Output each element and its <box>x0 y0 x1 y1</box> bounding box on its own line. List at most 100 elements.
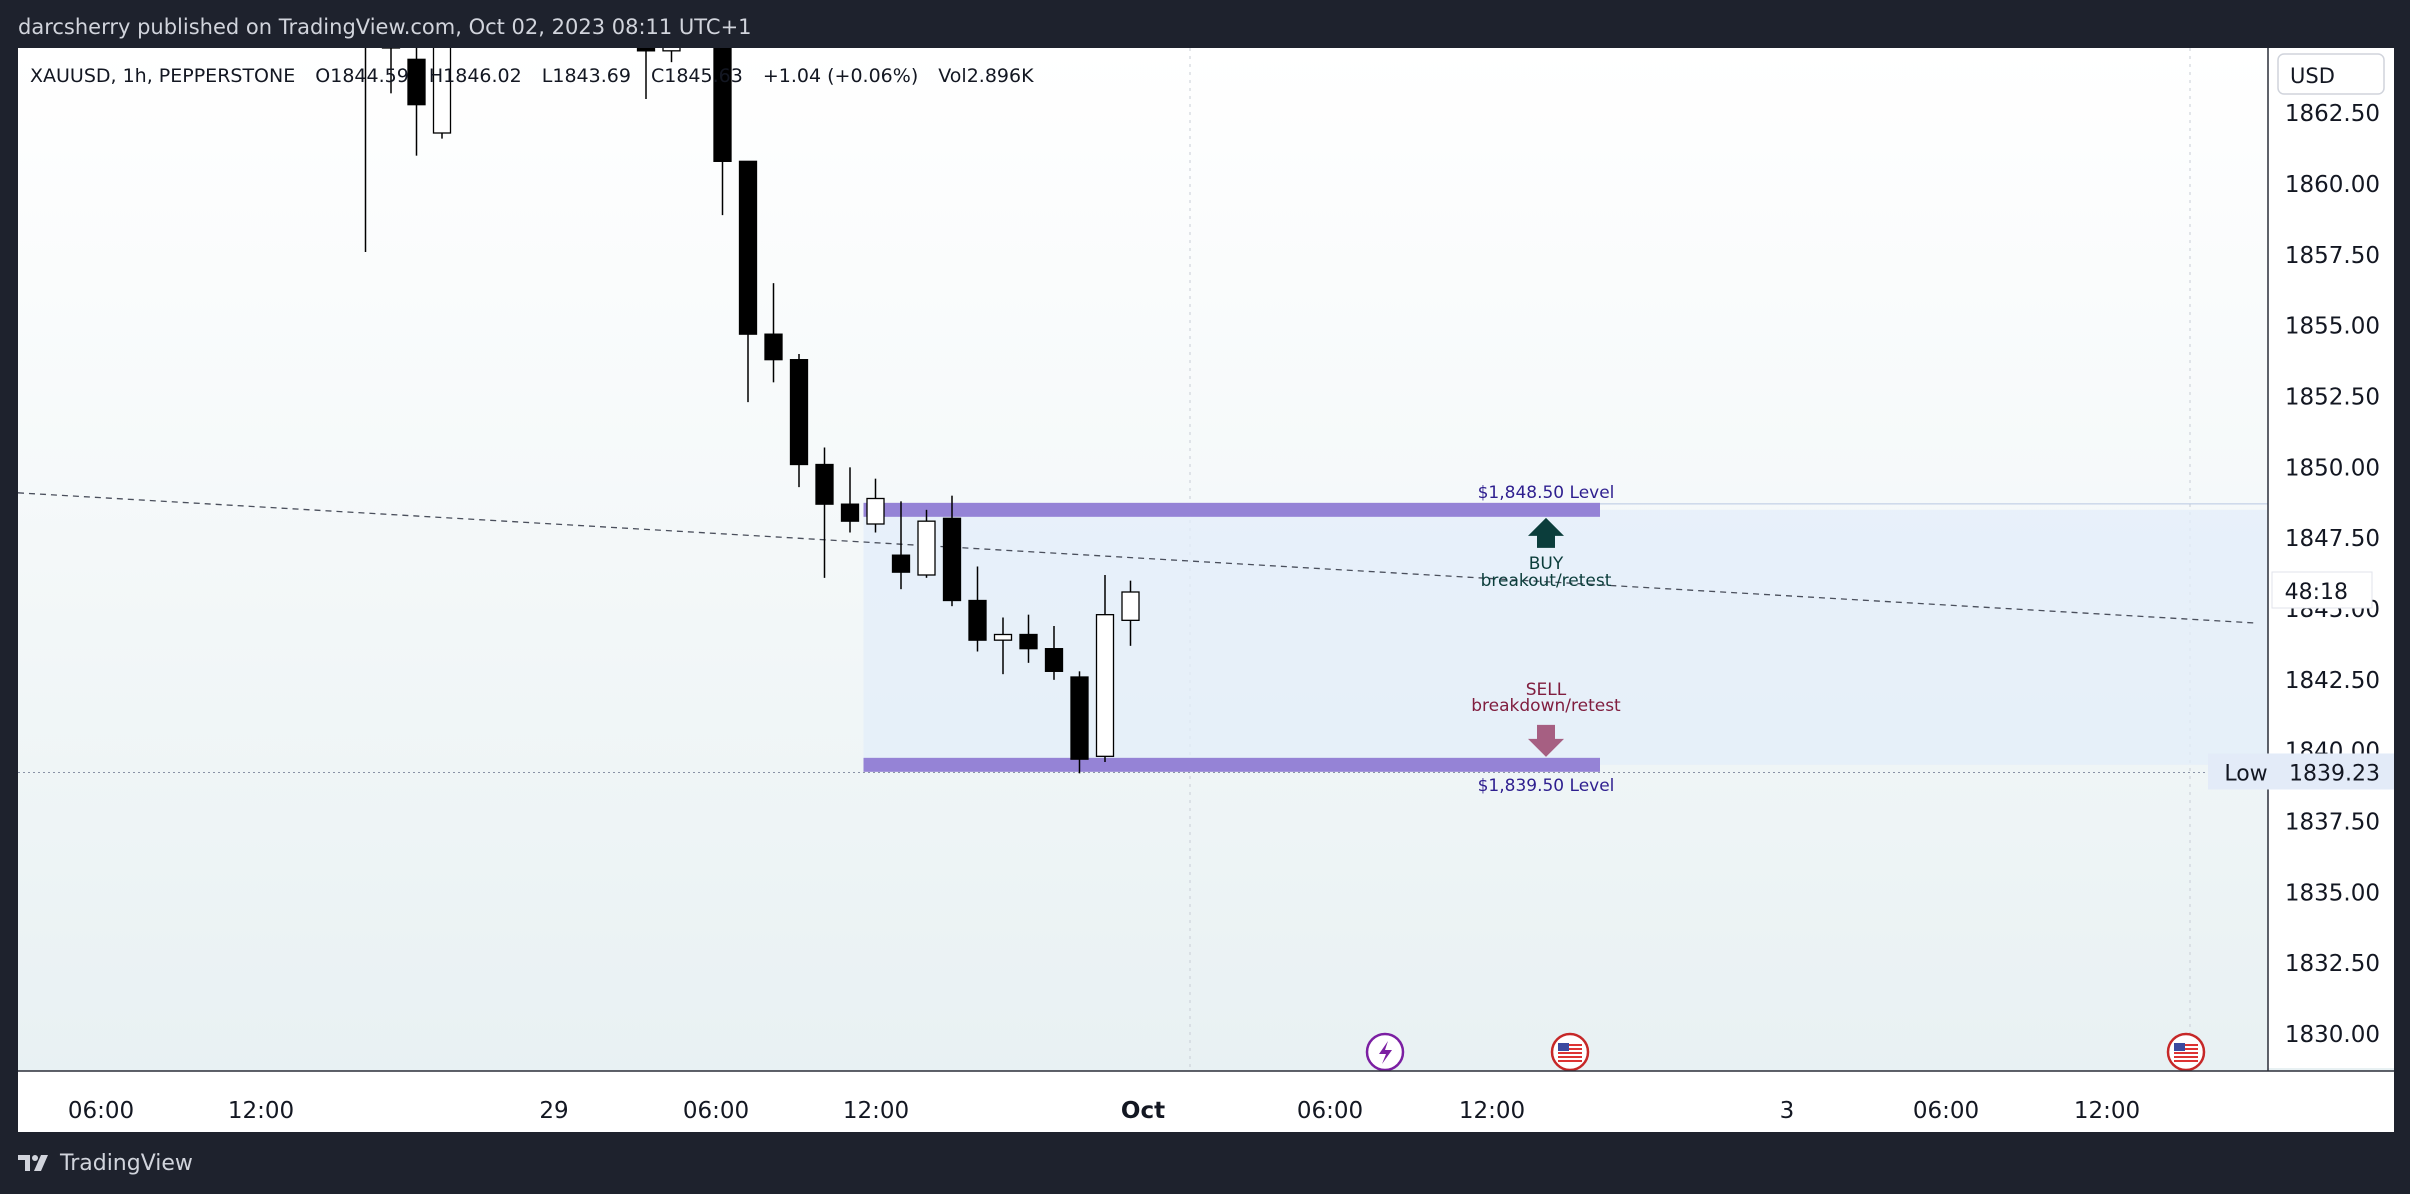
us-flag-event-icon-stripe <box>1558 1052 1582 1054</box>
y-tick-label: 1857.50 <box>2285 243 2380 269</box>
x-tick-label: Oct <box>1121 1098 1165 1124</box>
price-axis-bg <box>2268 48 2394 1068</box>
x-tick-label: 29 <box>539 1098 568 1124</box>
candle <box>407 48 426 156</box>
candle <box>968 566 987 652</box>
us-flag-event-icon-stripe <box>2174 1056 2198 1058</box>
legend-high: H1846.02 <box>429 65 522 87</box>
sell-sublabel: breakdown/retest <box>1471 696 1621 716</box>
candle <box>891 501 911 590</box>
legend-symbol: XAUUSD, 1h, PEPPERSTONE <box>30 65 295 87</box>
candle <box>840 467 860 533</box>
candle <box>662 48 681 63</box>
countdown-label: 48:18 <box>2285 580 2348 605</box>
y-tick-label: 1852.50 <box>2285 385 2380 411</box>
candle-body <box>713 48 732 162</box>
legend-change: +1.04 (+0.06%) <box>763 65 918 87</box>
us-flag-event-icon-stripe <box>1558 1048 1582 1050</box>
candle-body <box>764 333 783 361</box>
candle-body <box>815 463 834 505</box>
y-tick-label: 1850.00 <box>2285 455 2380 481</box>
legend-low: L1843.69 <box>542 65 631 87</box>
resistance-band <box>863 502 1600 517</box>
countdown-box <box>2271 571 2373 609</box>
x-tick-label: 12:00 <box>2074 1098 2140 1124</box>
x-tick-label: 06:00 <box>68 1098 134 1124</box>
x-tick-label: 12:00 <box>228 1098 294 1124</box>
sell-label: SELL <box>1526 680 1567 700</box>
candle <box>1121 580 1140 646</box>
grid <box>1189 48 2191 1068</box>
us-flag-event-icon-canton <box>2174 1043 2185 1051</box>
candle-body <box>942 517 962 602</box>
us-flag-event-icon-stripe <box>2174 1044 2198 1046</box>
x-tick-label: 3 <box>1780 1098 1795 1124</box>
candle <box>1044 626 1064 680</box>
candle-body <box>432 48 452 134</box>
candle-body <box>1121 591 1140 621</box>
us-flag-event-icon-canton <box>1558 1043 1569 1051</box>
candle <box>432 48 452 139</box>
low-price-title: Low <box>2224 761 2267 786</box>
candle <box>789 354 809 488</box>
candle-body <box>738 160 758 335</box>
us-flag-event-icon-stripe <box>1558 1044 1582 1046</box>
us-flag-event-icon-stripe <box>2174 1052 2198 1054</box>
publisher-header: darcsherry published on TradingView.com,… <box>0 0 2410 48</box>
legend-open: O1844.59 <box>315 65 409 87</box>
us-flag-event-icon-stripe <box>1558 1056 1582 1058</box>
support-band <box>863 757 1600 772</box>
y-tick-label: 1835.00 <box>2285 880 2380 906</box>
tradingview-logo-text: TradingView <box>60 1150 193 1176</box>
y-tick-label: 1832.50 <box>2285 951 2380 977</box>
candlestick-chart[interactable]: $1,848.50 Level $1,839.50 Level BUYbreakou… <box>18 48 2394 1132</box>
candle <box>815 447 834 578</box>
publisher-text: darcsherry published on TradingView.com,… <box>18 15 752 39</box>
y-tick-label: 1860.00 <box>2285 172 2380 198</box>
sell-arrow-icon <box>1528 724 1564 757</box>
candle <box>993 617 1013 675</box>
candle <box>764 283 783 383</box>
tradingview-logo[interactable]: TradingView <box>18 1148 193 1178</box>
footer: TradingView <box>0 1132 2410 1194</box>
currency-button-frame <box>2277 53 2385 95</box>
candle-body <box>1070 676 1089 760</box>
candle-body <box>1095 614 1115 757</box>
candle <box>381 48 401 94</box>
chart-area[interactable]: $1,848.50 Level $1,839.50 Level BUY breakou… <box>18 48 2394 1132</box>
candle <box>942 495 962 607</box>
buy-label: BUY <box>1529 554 1564 574</box>
y-tick-label: 1847.50 <box>2285 526 2380 552</box>
y-tick-label: 1842.50 <box>2285 668 2380 694</box>
candle <box>636 48 656 99</box>
time-axis-bg <box>18 1071 2394 1132</box>
legend-close: C1845.63 <box>651 65 743 87</box>
lightning-icon <box>1379 1041 1392 1064</box>
axis-layer: 1830.001832.501835.001837.501840.001842.… <box>18 48 2394 1132</box>
ohlc-legend: XAUUSD, 1h, PEPPERSTONE O1844.59 H1846.0… <box>30 65 1034 87</box>
candle-body <box>968 599 987 641</box>
candle <box>917 509 936 578</box>
candle <box>713 48 732 216</box>
currency-button[interactable]: USD <box>2277 53 2385 95</box>
upper-level-label: $1,848.50 Level <box>1478 483 1615 503</box>
legend-volume: Vol2.896K <box>938 65 1034 87</box>
y-tick-label: 1862.50 <box>2285 101 2380 127</box>
candle-body <box>407 58 426 106</box>
candle-body <box>891 554 911 573</box>
candle <box>1095 575 1115 762</box>
us-flag-event-icon <box>1550 1032 1590 1072</box>
tradingview-logo-icon <box>18 1155 48 1171</box>
candle <box>364 48 367 252</box>
candle-body <box>993 633 1013 641</box>
y-tick-label: 1837.50 <box>2285 810 2380 836</box>
candle-body <box>917 520 936 576</box>
candle-body <box>789 359 809 466</box>
y-tick-label: 1855.00 <box>2285 314 2380 340</box>
us-flag-event-icon-stripe <box>2174 1060 2198 1062</box>
candle <box>1070 671 1089 774</box>
candle <box>738 160 758 403</box>
low-price-value: 1839.23 <box>2289 761 2380 786</box>
dividend-event-icon <box>1365 1032 1405 1072</box>
x-tick-label: 12:00 <box>843 1098 909 1124</box>
